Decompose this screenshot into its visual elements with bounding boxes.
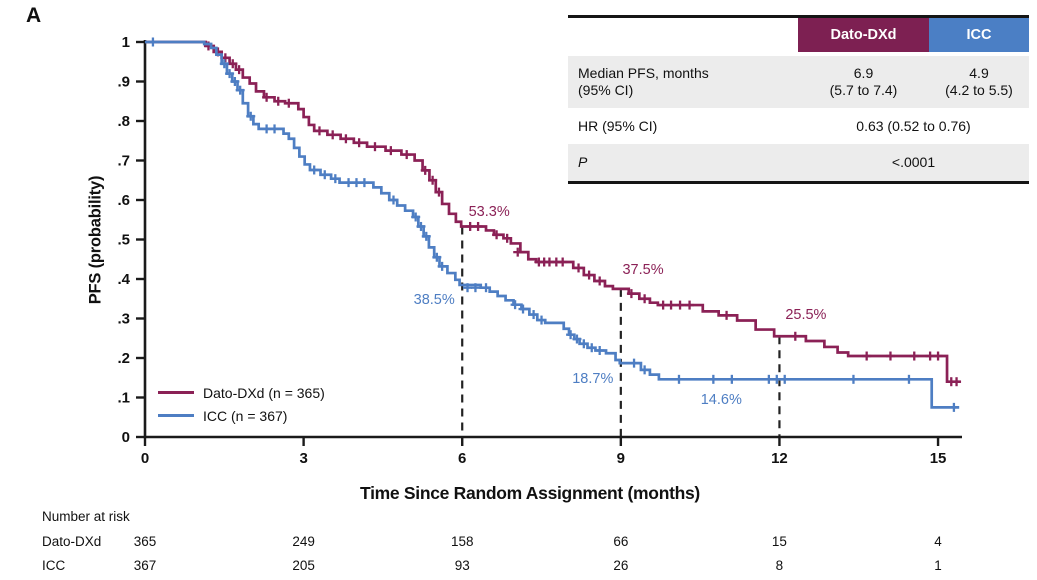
svg-text:12: 12 [771,450,788,467]
stats-row-p: P <.0001 [568,144,1029,181]
median-label: Median PFS, months (95% CI) [578,65,709,98]
censor-marks-dato [203,41,962,387]
risk-row-dato-label: Dato-DXd [42,534,102,549]
p-value: <.0001 [891,154,936,170]
risk-count: 205 [292,558,315,573]
legend-swatch-dato-icon [158,391,194,394]
stats-table: Dato-DXd ICC Median PFS, months (95% CI)… [568,15,1029,184]
hr-value: 0.63 (0.52 to 0.76) [856,117,971,134]
svg-text:0: 0 [141,450,149,467]
svg-text:.3: .3 [117,311,130,328]
pct-annotation: 38.5% [414,292,455,308]
pct-annotation: 37.5% [622,262,663,278]
stats-header-empty-cell [568,18,798,52]
svg-text:.7: .7 [117,153,130,170]
svg-text:.8: .8 [117,113,130,130]
svg-text:15: 15 [930,450,947,467]
stats-header-icc: ICC [929,18,1029,52]
svg-text:.6: .6 [117,192,130,209]
svg-text:3: 3 [299,450,307,467]
legend-label-icc: ICC (n = 367) [203,407,288,424]
pct-annotation: 14.6% [701,392,742,408]
legend-label-dato: Dato-DXd (n = 365) [203,384,325,401]
svg-text:0: 0 [122,429,130,446]
median-value-dato: 6.9 (5.7 to 7.4) [829,65,898,98]
svg-text:.4: .4 [117,271,130,288]
risk-count: 4 [934,534,942,549]
censor-marks-icc [148,37,959,412]
risk-count: 93 [454,558,470,573]
svg-text:1: 1 [122,34,130,51]
svg-text:6: 6 [458,450,466,467]
risk-count: 66 [613,534,629,549]
stats-row-hr: HR (95% CI) 0.63 (0.52 to 0.76) [568,108,1029,144]
hr-label: HR (95% CI) [578,117,658,134]
pct-annotation: 25.5% [785,307,826,323]
panel-label: A [26,4,42,27]
axes: 0 .1 .2 .3 .4 .5 .6 .7 .8 .9 1 0 3 6 9 12 15 [117,34,962,467]
stats-row-median: Median PFS, months (95% CI) 6.9 (5.7 to … [568,56,1029,108]
svg-text:.1: .1 [117,390,130,407]
legend: Dato-DXd (n = 365) ICC (n = 367) [158,381,325,427]
risk-count: 249 [292,534,315,549]
legend-item-icc: ICC (n = 367) [158,404,325,427]
risk-count: 365 [133,534,157,549]
risk-row-dato: Dato-DXd 365 249 158 66 15 4 [0,534,1037,550]
x-axis-label: Time Since Random Assignment (months) [360,483,700,503]
legend-item-dato: Dato-DXd (n = 365) [158,381,325,404]
risk-row-icc: ICC 367 205 93 26 8 1 [0,558,1037,574]
pct-annotation: 18.7% [572,371,613,387]
median-value-icc: 4.9 (4.2 to 5.5) [945,65,1013,98]
stats-table-header: Dato-DXd ICC [568,18,1029,52]
svg-text:.5: .5 [117,232,130,249]
risk-count: 158 [450,534,474,549]
svg-text:.2: .2 [117,350,130,367]
pct-annotations: 53.3% 38.5% 37.5% 18.7% 25.5% 14.6% [414,204,827,408]
p-label: P [578,154,588,170]
number-at-risk-title: Number at risk [42,509,130,524]
svg-text:.9: .9 [117,74,130,91]
risk-count: 367 [133,558,157,573]
risk-count: 15 [771,534,787,549]
risk-count: 8 [775,558,784,573]
svg-text:9: 9 [617,450,625,467]
risk-count: 26 [613,558,629,573]
stats-header-dato: Dato-DXd [798,18,929,52]
legend-swatch-icc-icon [158,414,194,417]
risk-count: 1 [934,558,942,573]
pct-annotation: 53.3% [469,204,510,220]
risk-row-icc-label: ICC [42,558,66,573]
